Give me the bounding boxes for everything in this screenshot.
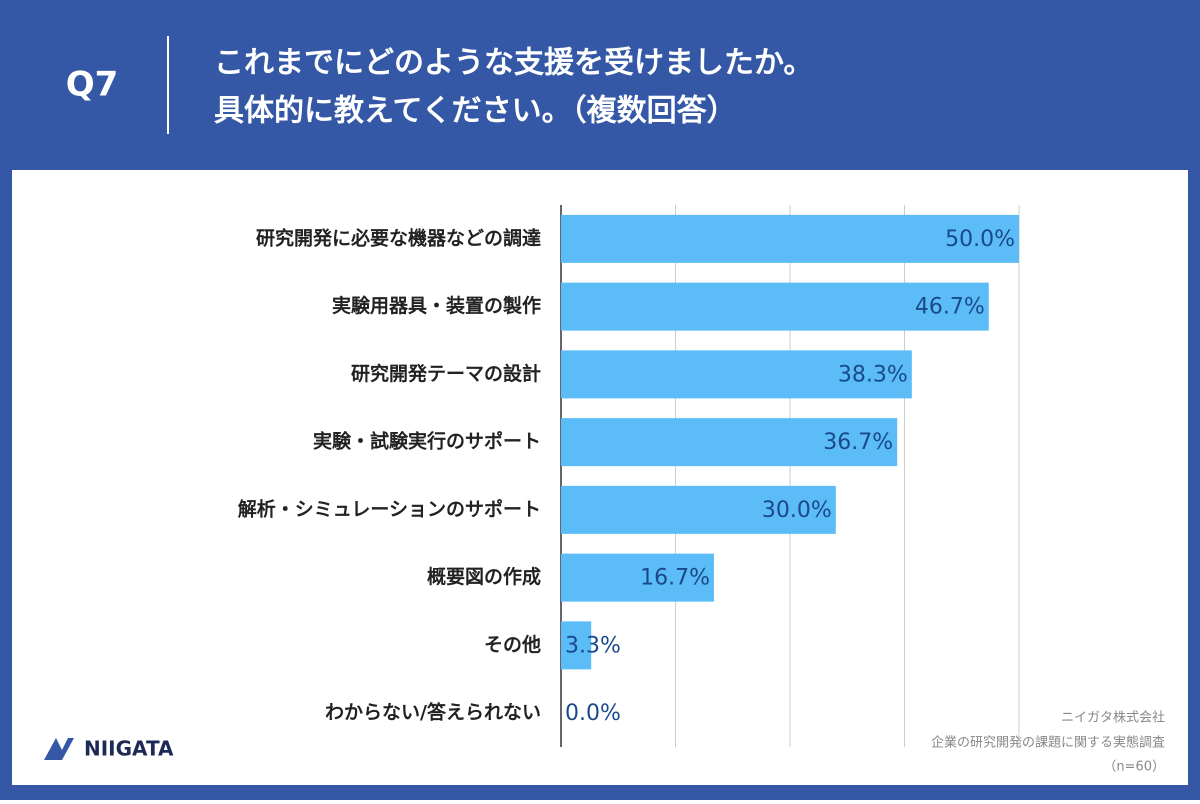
value-label: 38.3%: [838, 362, 908, 387]
category-label: 実験用器具・装置の製作: [332, 294, 541, 317]
category-label: わからない/答えられない: [325, 701, 541, 724]
value-label: 3.3%: [565, 633, 621, 658]
bar: [561, 485, 836, 534]
value-label: 36.7%: [823, 430, 893, 455]
title-line: 具体的に教えてください。（複数回答）: [214, 94, 737, 129]
bar: [561, 553, 714, 602]
bar: [561, 282, 989, 331]
category-label: 実験・試験実行のサポート: [313, 430, 541, 453]
category-label: 解析・シミュレーションのサポート: [238, 497, 541, 520]
bar: [561, 621, 592, 670]
source-line: （n=60）: [1103, 760, 1165, 775]
source-line: 企業の研究開発の課題に関する実態調査: [931, 735, 1165, 751]
bar: [561, 418, 898, 467]
category-label: 研究開発に必要な機器などの調達: [256, 226, 541, 249]
logo-text: NIIGATA: [84, 737, 174, 761]
logo: NIIGATA: [44, 737, 174, 761]
value-label: 0.0%: [565, 701, 621, 726]
logo-icon: [44, 738, 74, 760]
panel: [12, 170, 1188, 785]
value-label: 30.0%: [762, 498, 832, 523]
value-label: 16.7%: [640, 566, 710, 591]
category-label: その他: [484, 633, 541, 656]
category-label: 概要図の作成: [427, 565, 541, 588]
title-line: これまでにどのような支援を受けましたか。: [214, 46, 813, 81]
category-label: 研究開発テーマの設計: [351, 362, 541, 385]
bar: [561, 214, 1019, 263]
bar: [561, 350, 912, 399]
value-label: 50.0%: [945, 227, 1015, 252]
question-number: Q7: [66, 65, 119, 105]
source-line: ニイガタ株式会社: [1061, 710, 1165, 726]
value-label: 46.7%: [915, 295, 985, 320]
